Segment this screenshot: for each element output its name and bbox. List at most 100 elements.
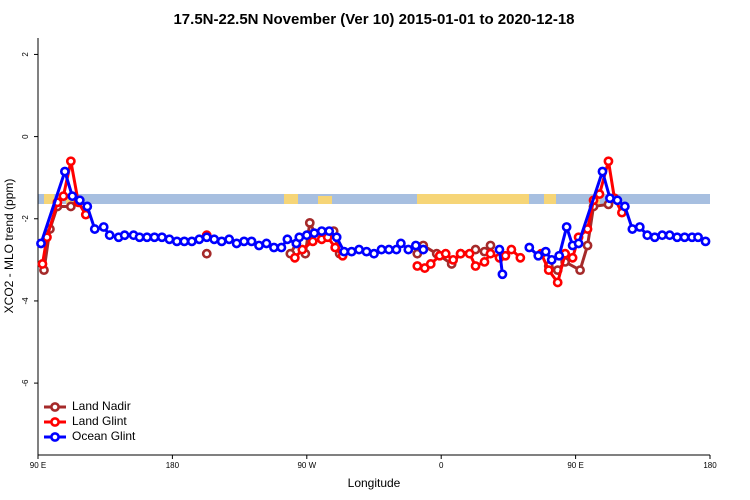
data-point — [37, 259, 48, 269]
data-point — [634, 222, 645, 232]
data-point — [354, 244, 364, 255]
land-patch — [544, 194, 556, 204]
data-point — [515, 252, 526, 263]
data-point — [74, 195, 85, 206]
x-axis-label: Longitude — [348, 476, 401, 490]
x-tick-label: 90 W — [297, 461, 316, 470]
data-point — [567, 252, 578, 263]
data-point — [119, 230, 130, 241]
legend-marker — [50, 432, 60, 442]
data-point — [657, 230, 668, 241]
data-point — [330, 242, 341, 253]
data-point — [672, 232, 683, 243]
data-point — [231, 238, 242, 249]
y-tick-label: -6 — [21, 379, 30, 387]
data-point — [410, 240, 421, 251]
data-point — [533, 250, 544, 261]
data-point — [142, 232, 152, 243]
data-point — [269, 242, 279, 253]
data-point — [67, 191, 78, 202]
data-point — [304, 217, 315, 228]
data-point — [369, 248, 379, 259]
data-point — [425, 259, 436, 269]
y-tick-label: 0 — [21, 134, 30, 139]
data-point — [361, 246, 372, 257]
data-point — [597, 166, 608, 177]
data-point — [216, 236, 227, 247]
data-point — [494, 244, 505, 255]
legend-label: Ocean Glint — [72, 429, 136, 443]
x-tick-label: 90 E — [567, 461, 583, 470]
data-point — [324, 226, 335, 236]
data-point — [89, 224, 100, 234]
data-point — [58, 191, 69, 202]
data-point — [282, 234, 293, 245]
data-point — [485, 240, 496, 251]
data-point — [98, 222, 109, 232]
x-tick-label: 90 E — [30, 461, 46, 470]
data-point — [612, 195, 623, 206]
data-point — [339, 246, 350, 257]
data-point — [546, 254, 557, 265]
data-point — [65, 201, 76, 212]
data-point — [693, 232, 703, 243]
data-point — [276, 242, 287, 253]
data-point — [619, 201, 630, 212]
data-point — [700, 236, 711, 247]
data-point — [649, 232, 660, 243]
data-point — [134, 232, 145, 243]
series-line — [41, 159, 624, 284]
y-tick-label: -2 — [21, 215, 30, 223]
data-point — [254, 240, 264, 251]
data-point — [575, 265, 585, 276]
y-axis-label: XCO2 - MLO trend (ppm) — [2, 179, 16, 314]
data-point — [376, 244, 387, 255]
y-tick-label: 2 — [21, 52, 30, 57]
data-point — [395, 238, 406, 249]
data-point — [346, 246, 357, 257]
data-point — [679, 232, 690, 243]
data-point — [307, 236, 318, 247]
data-point — [500, 250, 511, 261]
data-point — [164, 234, 175, 245]
data-point — [412, 261, 423, 271]
data-point — [561, 222, 572, 232]
data-point — [391, 244, 402, 255]
ocean-strip — [38, 194, 710, 204]
series-line — [39, 170, 707, 275]
data-point — [455, 248, 466, 259]
data-point — [543, 265, 554, 276]
data-point — [627, 224, 638, 234]
data-point — [261, 238, 272, 249]
data-point — [384, 244, 394, 255]
data-point — [573, 238, 584, 249]
land-patch — [284, 194, 298, 204]
chart-title: 17.5N-22.5N November (Ver 10) 2015-01-01… — [173, 11, 574, 28]
data-point — [201, 232, 212, 243]
data-point — [603, 156, 614, 167]
data-point — [497, 269, 508, 280]
data-point — [540, 246, 551, 257]
data-point — [239, 236, 249, 247]
data-point — [470, 261, 481, 271]
data-point — [36, 238, 46, 249]
data-point — [582, 240, 593, 251]
legend-label: Land Glint — [72, 414, 127, 428]
land-patch — [318, 196, 332, 204]
data-point — [448, 254, 459, 265]
data-point — [403, 244, 414, 255]
data-point — [104, 230, 115, 241]
data-point — [418, 244, 429, 255]
data-point — [224, 234, 235, 245]
data-point — [605, 193, 615, 204]
y-tick-label: -4 — [21, 297, 30, 305]
data-point — [524, 242, 535, 253]
data-point — [294, 232, 305, 243]
land-patch — [417, 194, 529, 204]
data-point — [82, 201, 93, 212]
land-patch — [66, 198, 74, 204]
data-point — [179, 236, 190, 247]
data-point — [59, 166, 70, 177]
x-tick-label: 0 — [439, 461, 444, 470]
